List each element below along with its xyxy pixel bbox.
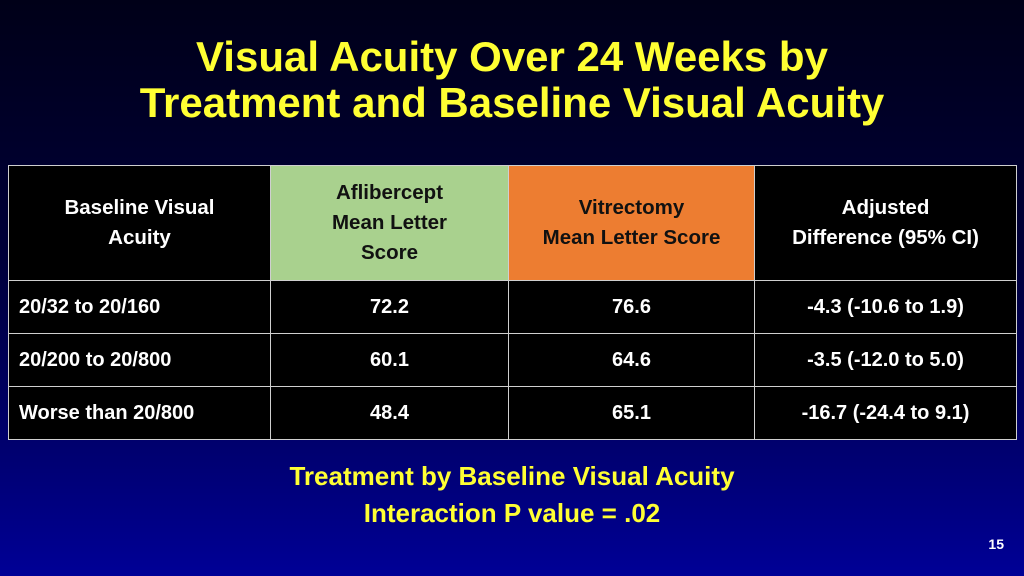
header-baseline-visual-acuity: Baseline Visual Acuity (8, 165, 271, 281)
cell-baseline: Worse than 20/800 (8, 386, 271, 440)
cell-difference: -3.5 (-12.0 to 5.0) (754, 333, 1017, 387)
header-text: Acuity (108, 226, 171, 249)
header-text: Difference (95% CI) (792, 226, 979, 249)
cell-aflibercept: 72.2 (270, 280, 509, 334)
slide-number: 15 (988, 536, 1004, 552)
table-header-row: Baseline Visual Acuity Aflibercept Mean … (8, 165, 1017, 281)
cell-difference: -16.7 (-24.4 to 9.1) (754, 386, 1017, 440)
cell-baseline: 20/32 to 20/160 (8, 280, 271, 334)
slide-title-line-1: Visual Acuity Over 24 Weeks by (196, 33, 828, 80)
header-text: Aflibercept (335, 181, 444, 204)
header-text: Mean Letter Score (542, 226, 721, 249)
slide-title: Visual Acuity Over 24 Weeks by Treatment… (0, 34, 1024, 126)
header-vitrectomy-mean-letter-score: Vitrectomy Mean Letter Score (508, 165, 755, 281)
cell-vitrectomy: 76.6 (508, 280, 755, 334)
cell-baseline: 20/200 to 20/800 (8, 333, 271, 387)
header-adjusted-difference: Adjusted Difference (95% CI) (754, 165, 1017, 281)
header-text: Baseline Visual (64, 196, 215, 219)
cell-vitrectomy: 65.1 (508, 386, 755, 440)
footnote-line-2: Interaction P value = .02 (363, 498, 661, 528)
table-row: 20/32 to 20/160 72.2 76.6 -4.3 (-10.6 to… (8, 280, 1017, 334)
cell-aflibercept: 60.1 (270, 333, 509, 387)
cell-aflibercept: 48.4 (270, 386, 509, 440)
header-text: Score (361, 241, 418, 264)
cell-difference: -4.3 (-10.6 to 1.9) (754, 280, 1017, 334)
interaction-footnote: Treatment by Baseline Visual Acuity Inte… (0, 458, 1024, 532)
cell-vitrectomy: 64.6 (508, 333, 755, 387)
results-table: Baseline Visual Acuity Aflibercept Mean … (8, 165, 1017, 440)
slide-title-line-2: Treatment and Baseline Visual Acuity (139, 79, 885, 126)
table-row: Worse than 20/800 48.4 65.1 -16.7 (-24.4… (8, 386, 1017, 440)
header-text: Vitrectomy (578, 196, 685, 219)
footnote-line-1: Treatment by Baseline Visual Acuity (289, 461, 735, 491)
header-text: Adjusted (841, 196, 930, 219)
header-aflibercept-mean-letter-score: Aflibercept Mean Letter Score (270, 165, 509, 281)
table-row: 20/200 to 20/800 60.1 64.6 -3.5 (-12.0 t… (8, 333, 1017, 387)
header-text: Mean Letter (331, 211, 448, 234)
